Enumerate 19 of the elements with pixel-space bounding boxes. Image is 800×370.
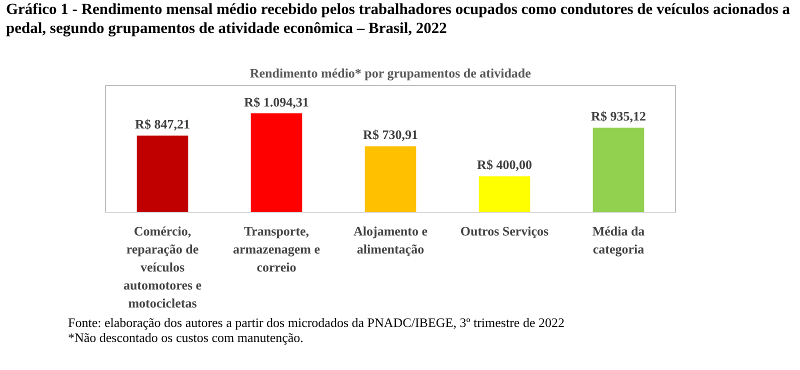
source-note: Fonte: elaboração dos autores a partir dos microdados da PNADC/IBEGE, 3º trimestre de 2022 [68, 315, 564, 330]
data-label: R$ 1.094,31 [244, 94, 309, 110]
bar [136, 136, 188, 212]
bar [250, 113, 302, 212]
chart-subtitle: Rendimento médio* por grupamentos de atividade [250, 66, 532, 80]
x-tick-label: Transporte, armazenagem e correio [233, 224, 320, 274]
x-tick-label: Média da categoria [592, 224, 646, 256]
bar [478, 176, 530, 212]
data-label: R$ 400,00 [477, 157, 532, 172]
bar [592, 128, 644, 212]
x-tick-label: Alojamento e alimentação [353, 224, 428, 256]
data-label: R$ 935,12 [591, 108, 646, 124]
data-label: R$ 730,91 [363, 127, 418, 142]
chart-title: Gráfico 1 - Rendimento mensal médio recebido pelos trabalhadores ocupados como condutores de veículos acionados a pedal, segundo grupamentos de atividade econômica – Brasil, 2022 [6, 0, 792, 38]
bar [364, 146, 416, 212]
text: *Não descontado os custos com manutenção. [68, 330, 304, 345]
data-label: R$ 847,21 [135, 116, 190, 132]
x-tick-label: Outros Serviços [460, 224, 549, 238]
x-tick-label: Comércio, reparação de veículos automotores e motocicletas [123, 224, 202, 310]
